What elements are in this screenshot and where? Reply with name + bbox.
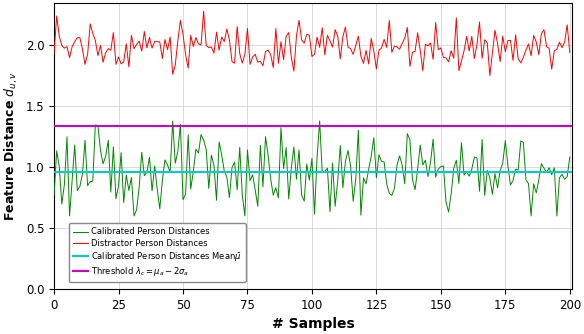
Threshold $\lambda_c = \mu_a - 2\sigma_a$ bbox=[51, 124, 58, 128]
Calibrated Person Distances bbox=[316, 119, 323, 123]
Y-axis label: Feature Distance $d_{u,v}$: Feature Distance $d_{u,v}$ bbox=[3, 71, 20, 221]
Line: Distractor Person Distances: Distractor Person Distances bbox=[54, 11, 570, 75]
Distractor Person Distances bbox=[332, 28, 339, 32]
Distractor Person Distances bbox=[241, 52, 248, 56]
Distractor Person Distances bbox=[53, 14, 60, 18]
Calibrated Person Distances Mean$\bar{\mu}$ bbox=[51, 170, 58, 174]
Distractor Person Distances bbox=[486, 73, 493, 77]
Line: Calibrated Person Distances: Calibrated Person Distances bbox=[54, 121, 570, 216]
Distractor Person Distances bbox=[270, 65, 277, 69]
Calibrated Person Distances bbox=[334, 179, 341, 183]
Distractor Person Distances bbox=[51, 51, 58, 55]
Distractor Person Distances bbox=[527, 54, 534, 58]
Calibrated Person Distances Mean$\bar{\mu}$ bbox=[53, 170, 60, 174]
X-axis label: # Samples: # Samples bbox=[272, 317, 354, 331]
Threshold $\lambda_c = \mu_a - 2\sigma_a$ bbox=[53, 124, 60, 128]
Calibrated Person Distances bbox=[99, 162, 106, 166]
Distractor Person Distances bbox=[200, 9, 207, 13]
Calibrated Person Distances bbox=[66, 214, 73, 218]
Calibrated Person Distances bbox=[566, 155, 573, 159]
Calibrated Person Distances bbox=[53, 149, 60, 153]
Calibrated Person Distances bbox=[270, 193, 277, 197]
Calibrated Person Distances bbox=[527, 214, 534, 218]
Calibrated Person Distances bbox=[51, 193, 58, 197]
Distractor Person Distances bbox=[566, 50, 573, 54]
Distractor Person Distances bbox=[97, 43, 104, 47]
Calibrated Person Distances bbox=[241, 214, 248, 218]
Legend: Calibrated Person Distances, Distractor Person Distances, Calibrated Person Dist: Calibrated Person Distances, Distractor … bbox=[68, 223, 246, 282]
